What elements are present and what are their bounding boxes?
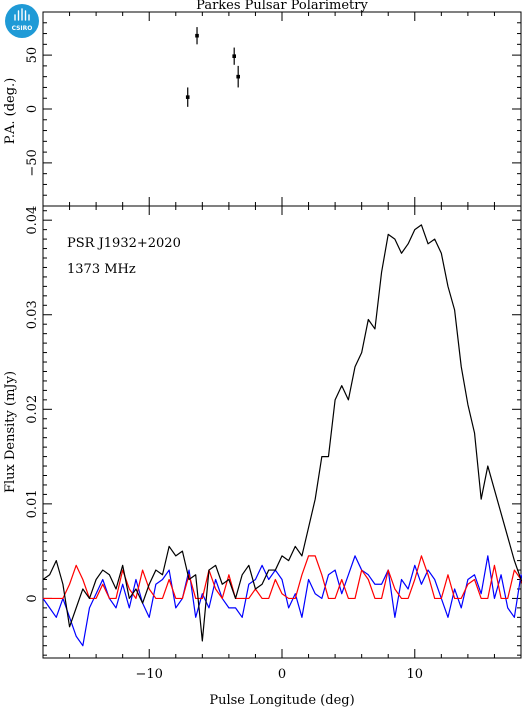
flux-panel-ticks: 0 0.01 0.02 0.03 0.04 −10 0 10	[25, 206, 522, 682]
pa-ytick-label: 50	[25, 47, 40, 64]
flux-ytick-label: 0.01	[25, 489, 40, 518]
flux-axis-label: Flux Density (mJy)	[3, 371, 18, 493]
pa-point	[195, 33, 199, 38]
flux-xtick-label: 10	[407, 667, 424, 682]
pa-point	[236, 74, 240, 79]
pa-panel-frame	[42, 11, 522, 207]
pa-point	[232, 54, 236, 58]
chart-title: Parkes Pulsar Polarimetry	[196, 0, 368, 13]
frequency-annotation: 1373 MHz	[67, 262, 136, 277]
pa-panel-ticks: −50 0 50	[25, 11, 522, 207]
csiro-logo: CSIRO	[5, 4, 39, 38]
pa-axis-label: P.A. (deg.)	[3, 78, 18, 145]
pa-ytick-label: 0	[25, 105, 40, 113]
pa-point	[185, 95, 190, 99]
total-intensity-line	[42, 224, 522, 642]
pulsar-name-annotation: PSR J1932+2020	[67, 236, 181, 251]
longitude-axis-label: Pulse Longitude (deg)	[209, 693, 354, 708]
csiro-logo-text: CSIRO	[12, 25, 33, 32]
circular-polarization-line	[42, 555, 522, 647]
csiro-logo-circle	[5, 4, 39, 38]
flux-xtick-label: 0	[278, 667, 286, 682]
flux-ytick-label: 0.03	[25, 300, 40, 329]
csiro-logo-mark	[14, 8, 30, 21]
flux-xtick-label: −10	[136, 667, 163, 682]
pa-points	[185, 27, 240, 107]
linear-polarization-line	[43, 555, 522, 600]
flux-ytick-label: 0	[25, 594, 40, 602]
pa-ytick-label: −50	[25, 149, 40, 176]
flux-series	[42, 224, 522, 647]
flux-ytick-label: 0.02	[25, 395, 40, 424]
flux-ytick-label: 0.04	[25, 206, 40, 235]
